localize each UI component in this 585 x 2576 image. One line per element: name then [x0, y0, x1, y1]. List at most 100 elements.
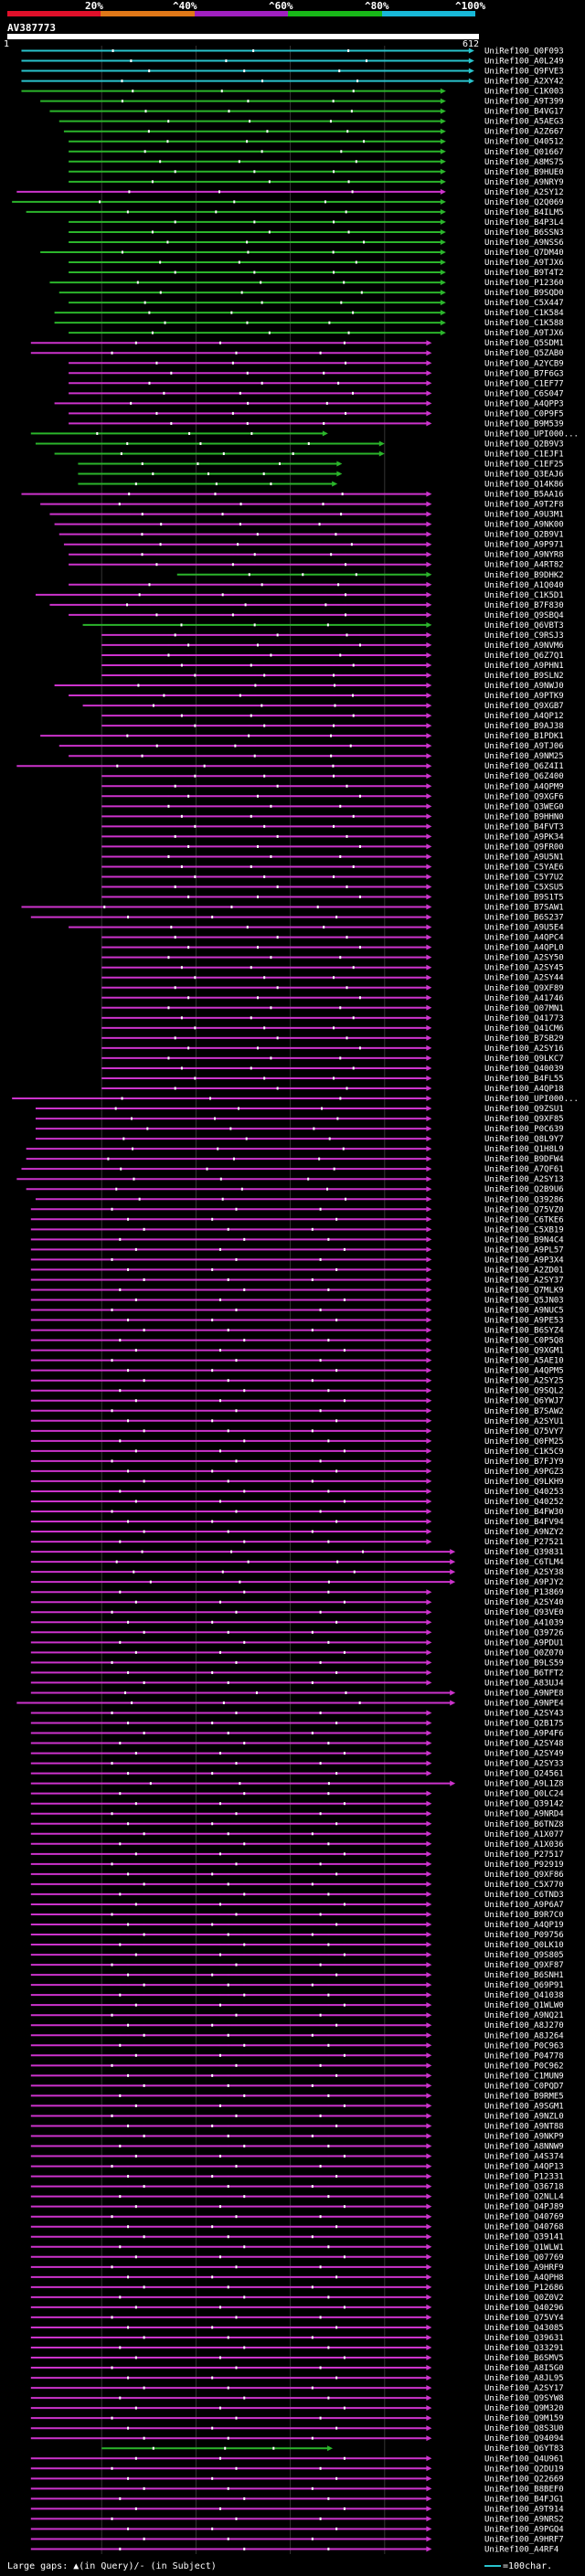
legend-gaps: Large gaps: ▲(in Query)/- (in Subject): [7, 2561, 217, 2571]
hit-label: UniRef100_Q0F093: [484, 48, 564, 57]
hit-label: UniRef100_A2SY43: [484, 1709, 564, 1718]
hit-arrow-icon: [336, 461, 343, 467]
gap-marker: [148, 69, 151, 73]
hit-arrow-icon: [426, 964, 432, 970]
gap-marker: [167, 1056, 170, 1060]
gap-marker: [246, 926, 249, 929]
gap-marker: [211, 1369, 214, 1373]
hit-label: UniRef100_Q94094: [484, 2434, 564, 2443]
gap-marker: [333, 774, 335, 778]
gap-marker: [111, 1610, 113, 1614]
hit-label: UniRef100_Q9M159: [484, 2414, 564, 2423]
hit-label: UniRef100_A9NVM6: [484, 641, 564, 651]
hit-label: UniRef100_Q6VBT3: [484, 621, 564, 631]
gap-marker: [253, 623, 256, 627]
gap-marker: [237, 543, 239, 546]
hit-label: UniRef100_B7F830: [484, 601, 564, 610]
hit-label: UniRef100_C5Y7U2: [484, 873, 564, 882]
gap-marker: [245, 1137, 248, 1140]
gap-marker: [119, 2195, 122, 2199]
gap-marker: [327, 1288, 330, 1291]
hit-arrow-icon: [426, 350, 432, 356]
hit-arrow-icon: [426, 1206, 432, 1213]
gap-marker: [217, 1147, 219, 1150]
hit-label: UniRef100_P92919: [484, 1860, 564, 1870]
hit-label: UniRef100_Q8S3U0: [484, 2424, 564, 2433]
gap-marker: [256, 896, 259, 899]
gap-marker: [343, 1349, 346, 1352]
gap-marker: [119, 1389, 122, 1393]
gap-marker: [218, 1600, 221, 1604]
gap-marker: [127, 1872, 130, 1876]
gap-marker: [119, 1339, 122, 1342]
hit-label: UniRef100_A4QPP3: [484, 399, 564, 408]
gap-marker: [167, 804, 170, 808]
hit-arrow-icon: [426, 2263, 432, 2270]
gap-marker: [111, 1711, 113, 1714]
gap-marker: [148, 311, 151, 314]
gap-marker: [227, 1479, 229, 1483]
hit-label: UniRef100_Q7MLK9: [484, 1286, 564, 1295]
gap-marker: [174, 885, 176, 889]
hit-arrow-icon: [426, 944, 432, 950]
hit-label: UniRef100_Q9SQL2: [484, 1387, 564, 1396]
gap-marker: [343, 2306, 346, 2309]
gap-marker: [235, 1359, 238, 1362]
hit-arrow-icon: [426, 1962, 432, 1968]
hit-arrow-icon: [378, 451, 385, 457]
hit-arrow-icon: [426, 2233, 432, 2240]
hit-arrow-icon: [426, 773, 432, 779]
gap-marker: [119, 1742, 122, 1745]
gap-marker: [206, 1167, 208, 1171]
gap-marker: [127, 1822, 130, 1826]
hit-label: UniRef100_A4QPH8: [484, 2274, 564, 2283]
gap-marker: [343, 2205, 346, 2209]
gap-marker: [119, 1439, 122, 1443]
gap-marker: [351, 694, 354, 697]
hit-label: UniRef100_A4RT82: [484, 561, 564, 570]
gap-marker: [319, 2416, 322, 2420]
hit-arrow-icon: [426, 904, 432, 910]
gap-marker: [115, 1560, 118, 1564]
hit-arrow-icon: [426, 1427, 432, 1434]
gap-marker: [319, 2366, 322, 2369]
hit-arrow-icon: [426, 2395, 432, 2401]
gap-marker: [227, 1983, 229, 1987]
hit-arrow-icon: [426, 380, 432, 387]
gap-marker: [134, 2507, 137, 2510]
gap-marker: [215, 482, 218, 486]
gap-marker: [227, 1329, 229, 1332]
gap-marker: [127, 916, 130, 919]
gap-marker: [167, 854, 170, 858]
gap-marker: [327, 2145, 330, 2148]
gap-marker: [148, 583, 151, 587]
gap-marker: [227, 1429, 229, 1433]
hit-arrow-icon: [450, 1549, 456, 1555]
hit-arrow-icon: [426, 1730, 432, 1736]
gap-marker: [238, 160, 240, 164]
gap-marker: [151, 180, 154, 184]
gap-marker: [218, 2003, 221, 2007]
gap-marker: [235, 1409, 238, 1413]
gap-marker: [187, 794, 190, 798]
identity-scale: 20% ^40% ^60% ^80% ^100%: [0, 0, 585, 20]
hit-label: UniRef100_Q40252: [484, 1498, 564, 1507]
hit-arrow-icon: [426, 1901, 432, 1907]
gap-marker: [235, 1510, 238, 1513]
hit-arrow-icon: [426, 491, 432, 497]
gap-marker: [327, 2346, 330, 2349]
gap-marker: [327, 1489, 330, 1493]
gap-marker: [319, 1510, 322, 1513]
gap-marker: [311, 1630, 314, 1634]
gap-marker: [311, 1530, 314, 1533]
hit-arrow-icon: [426, 2405, 432, 2412]
gap-marker: [227, 2537, 229, 2540]
hit-label: UniRef100_Q6Z400: [484, 772, 564, 781]
hit-arrow-icon: [426, 874, 432, 880]
legend-scale: =100char.: [484, 2561, 552, 2571]
gap-marker: [356, 80, 359, 83]
gap-marker: [335, 1822, 338, 1826]
hit-arrow-icon: [426, 2274, 432, 2280]
gap-marker: [111, 1913, 113, 1916]
hit-label: UniRef100_A9P6A7: [484, 1901, 564, 1910]
